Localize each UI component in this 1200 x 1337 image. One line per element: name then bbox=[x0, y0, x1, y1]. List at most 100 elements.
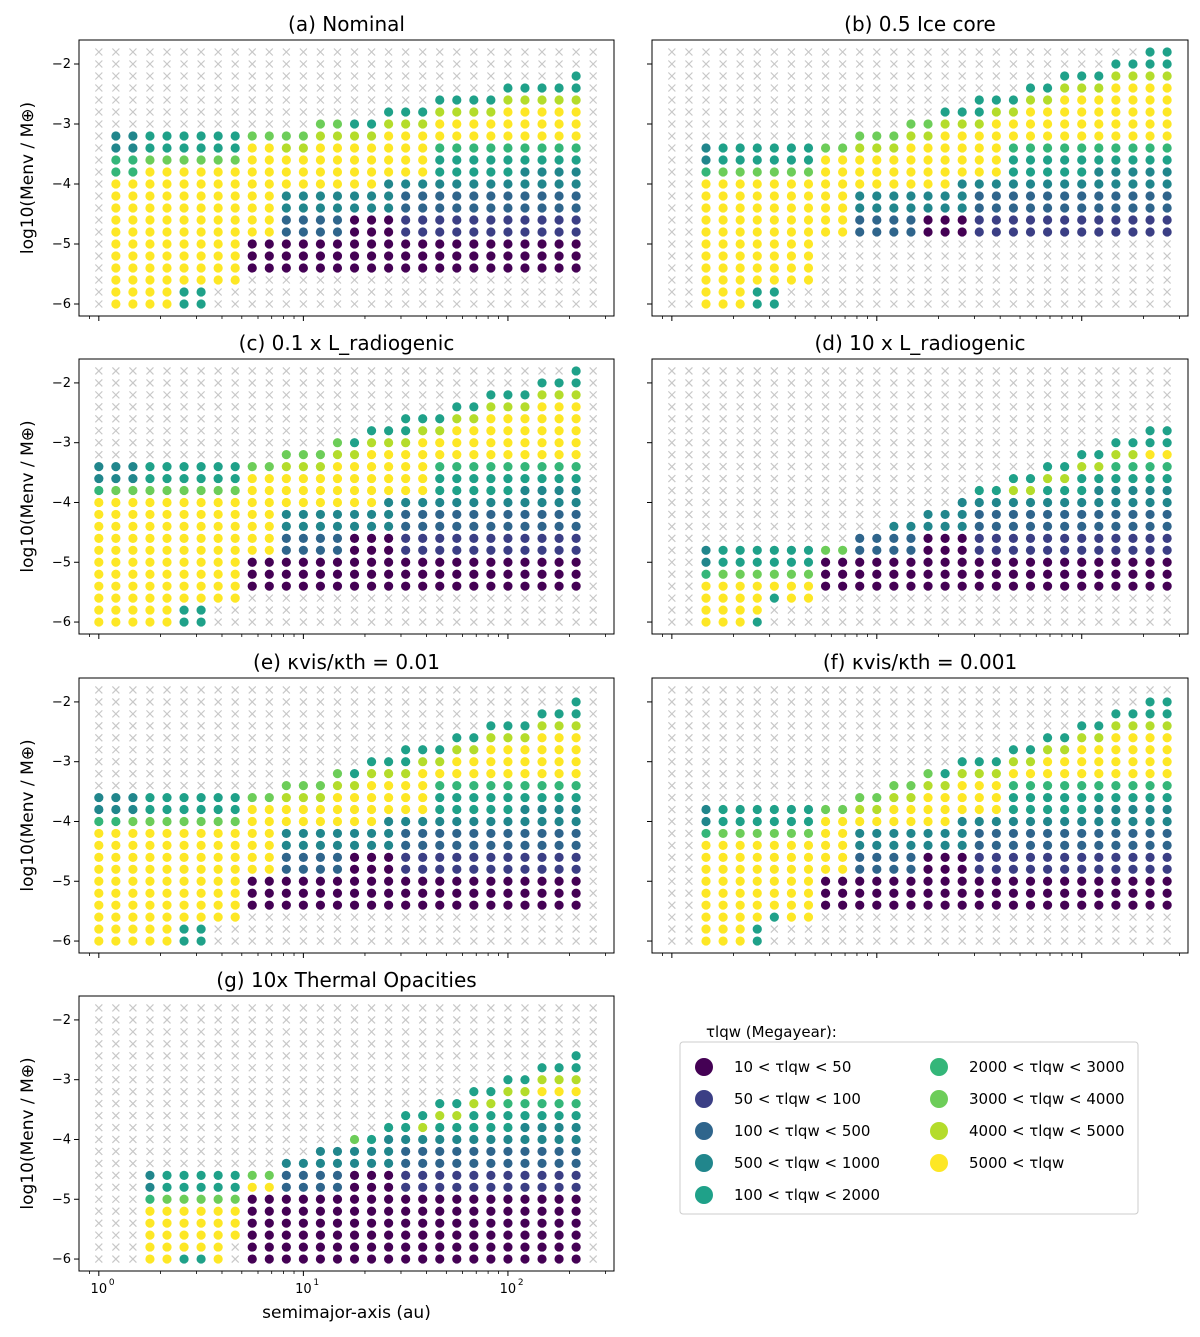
data-point bbox=[701, 852, 711, 862]
data-point bbox=[145, 864, 155, 874]
data-point bbox=[735, 143, 745, 153]
data-point bbox=[991, 545, 1001, 555]
data-point bbox=[469, 1134, 479, 1145]
not-computed-marker bbox=[128, 1159, 137, 1168]
data-point bbox=[855, 131, 865, 141]
not-computed-marker bbox=[94, 108, 103, 116]
data-point bbox=[820, 179, 831, 189]
data-point bbox=[264, 473, 274, 484]
data-point bbox=[111, 852, 121, 862]
data-point bbox=[145, 167, 155, 177]
not-computed-marker bbox=[1146, 390, 1154, 399]
data-point bbox=[435, 438, 445, 448]
not-computed-marker bbox=[787, 60, 796, 68]
data-point bbox=[940, 545, 950, 555]
not-computed-marker bbox=[753, 378, 762, 387]
not-computed-marker bbox=[907, 252, 915, 260]
not-computed-marker bbox=[367, 1099, 376, 1108]
data-point bbox=[1145, 462, 1155, 472]
data-point bbox=[332, 155, 343, 165]
data-point bbox=[401, 581, 411, 591]
not-computed-marker bbox=[94, 1195, 103, 1204]
data-point bbox=[1162, 721, 1172, 731]
data-point bbox=[452, 227, 462, 237]
data-point bbox=[435, 557, 445, 567]
data-point bbox=[974, 828, 984, 839]
data-point bbox=[213, 1242, 223, 1252]
not-computed-marker bbox=[589, 1219, 598, 1228]
not-computed-marker bbox=[180, 1111, 188, 1120]
not-computed-marker bbox=[1009, 937, 1018, 945]
data-point bbox=[701, 167, 711, 177]
data-point bbox=[179, 167, 189, 177]
data-point bbox=[452, 521, 462, 531]
data-point bbox=[991, 888, 1001, 898]
data-point bbox=[418, 816, 428, 827]
not-computed-marker bbox=[907, 414, 915, 423]
data-point bbox=[554, 557, 564, 567]
data-point bbox=[332, 545, 343, 555]
not-computed-marker bbox=[924, 367, 932, 375]
data-point bbox=[1111, 143, 1121, 153]
data-point bbox=[1111, 203, 1121, 213]
not-computed-marker bbox=[667, 204, 676, 212]
not-computed-marker bbox=[435, 367, 444, 375]
data-point bbox=[991, 852, 1001, 862]
data-point bbox=[991, 900, 1001, 910]
data-point bbox=[1077, 521, 1087, 531]
data-point bbox=[974, 179, 984, 189]
data-point bbox=[991, 155, 1001, 165]
data-point bbox=[298, 509, 308, 520]
not-computed-marker bbox=[667, 937, 676, 945]
not-computed-marker bbox=[94, 745, 103, 754]
data-point bbox=[469, 1146, 479, 1157]
data-point bbox=[230, 1218, 240, 1228]
data-point bbox=[247, 1242, 257, 1252]
not-computed-marker bbox=[1094, 264, 1103, 272]
not-computed-marker bbox=[486, 594, 495, 603]
data-point bbox=[179, 239, 189, 249]
data-point bbox=[571, 227, 581, 237]
not-computed-marker bbox=[128, 757, 137, 766]
not-computed-marker bbox=[316, 1051, 325, 1060]
data-point bbox=[855, 816, 865, 827]
not-computed-marker bbox=[333, 367, 342, 375]
data-point bbox=[957, 816, 967, 827]
not-computed-marker bbox=[316, 108, 325, 116]
data-point bbox=[179, 545, 189, 555]
not-computed-marker bbox=[197, 108, 206, 116]
data-point bbox=[803, 912, 814, 922]
not-computed-marker bbox=[282, 1015, 291, 1024]
data-point bbox=[554, 390, 564, 400]
not-computed-marker bbox=[316, 1015, 325, 1024]
not-computed-marker bbox=[719, 462, 728, 471]
data-point bbox=[991, 143, 1001, 153]
data-point bbox=[889, 203, 899, 213]
not-computed-marker bbox=[197, 84, 206, 92]
data-point bbox=[281, 1182, 291, 1192]
not-computed-marker bbox=[975, 72, 984, 80]
not-computed-marker bbox=[231, 48, 240, 56]
not-computed-marker bbox=[667, 474, 676, 483]
not-computed-marker bbox=[180, 1063, 188, 1072]
data-point bbox=[1060, 581, 1070, 591]
data-point bbox=[503, 1194, 513, 1204]
data-point bbox=[991, 804, 1001, 815]
not-computed-marker bbox=[572, 1015, 581, 1024]
not-computed-marker bbox=[94, 288, 103, 296]
data-point bbox=[571, 1099, 581, 1109]
data-point bbox=[957, 804, 967, 815]
not-computed-marker bbox=[1077, 438, 1086, 447]
not-computed-marker bbox=[299, 96, 308, 104]
not-computed-marker bbox=[94, 96, 103, 104]
data-point bbox=[179, 900, 189, 910]
data-point bbox=[974, 816, 984, 827]
data-point bbox=[128, 239, 138, 249]
not-computed-marker bbox=[367, 913, 376, 922]
data-point bbox=[128, 533, 138, 543]
not-computed-marker bbox=[992, 733, 1001, 742]
not-computed-marker bbox=[685, 48, 693, 56]
y-tick-label: −3 bbox=[52, 117, 71, 132]
data-point bbox=[401, 769, 411, 779]
not-computed-marker bbox=[889, 438, 898, 447]
